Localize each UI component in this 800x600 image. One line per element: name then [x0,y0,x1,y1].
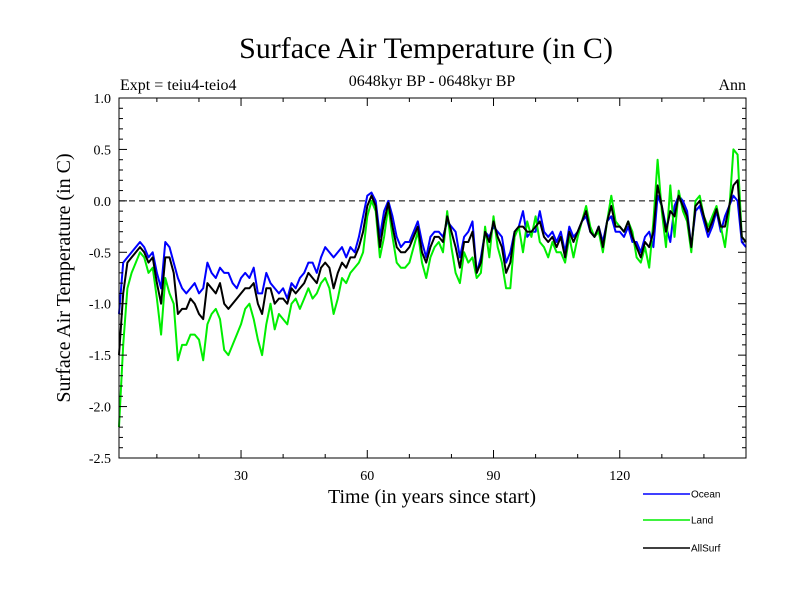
period-label: 0648kyr BP - 0648kyr BP [349,73,516,90]
plot-area: 30 60 90 120 -2.5 -2.0 -1.5 -1.0 -0.5 0.0 0.5 1.0 [89,92,747,484]
x-tick-label: 60 [360,469,374,484]
experiment-label: Expt = teiu4-teio4 [120,77,237,94]
chart-title: Surface Air Temperature (in C) [239,32,613,65]
y-tick-label: -1.5 [89,349,111,364]
x-axis-ticks: 30 60 90 120 [156,98,705,484]
y-axis-label: Surface Air Temperature (in C) [53,153,75,402]
y-tick-label: 0.0 [94,195,112,210]
y-tick-label: 1.0 [94,92,112,107]
series-group [118,148,747,428]
series-line-ocean [118,191,747,315]
x-tick-label: 90 [487,469,501,484]
y-tick-label: 0.5 [94,143,112,158]
legend-label-land: Land [691,516,713,527]
season-label: Ann [718,77,746,94]
y-tick-label: -2.5 [89,452,111,467]
series-line-allsurf [118,179,747,356]
series-line-land [118,148,747,428]
legend-label-allsurf: AllSurf [691,544,721,555]
legend-label-ocean: Ocean [691,490,720,501]
y-tick-label: -0.5 [89,246,111,261]
x-tick-label: 120 [609,469,630,484]
x-axis-label: Time (in years since start) [328,486,536,508]
y-tick-label: -2.0 [89,401,111,416]
y-tick-label: -1.0 [89,298,111,313]
legend: Ocean Land AllSurf [643,490,721,555]
plot-frame [118,97,747,459]
x-tick-label: 30 [234,469,248,484]
y-axis-ticks: -2.5 -2.0 -1.5 -1.0 -0.5 0.0 0.5 1.0 [89,92,746,467]
